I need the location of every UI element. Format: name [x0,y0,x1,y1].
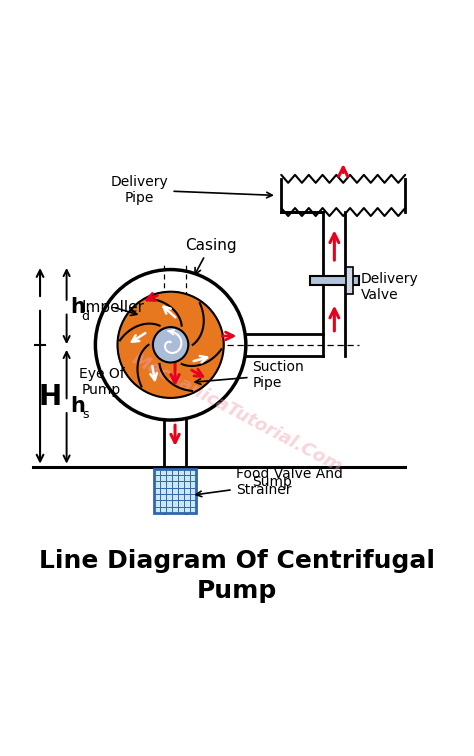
Text: Eye Of
Pump: Eye Of Pump [79,367,125,397]
Text: Line Diagram Of Centrifugal
Pump: Line Diagram Of Centrifugal Pump [39,550,435,603]
Text: MechanicaTutorial.Com: MechanicaTutorial.Com [129,350,345,477]
Text: Delivery
Pipe: Delivery Pipe [111,175,272,205]
Text: h: h [70,395,85,416]
Bar [154,469,196,513]
Circle shape [153,327,188,363]
Text: d: d [82,309,90,323]
Text: Suction
Pipe: Suction Pipe [195,360,304,390]
Text: Sump: Sump [253,476,292,489]
Text: h: h [70,297,85,318]
Text: Delivery
Valve: Delivery Valve [361,272,419,302]
Circle shape [118,292,224,398]
Bar [310,276,359,285]
Text: Food Valve And
Strainer: Food Valve And Strainer [196,467,343,497]
Bar [346,268,353,294]
Text: Casing: Casing [185,237,236,274]
Text: Impeller: Impeller [82,299,145,315]
Text: H: H [38,383,61,411]
Text: s: s [82,408,89,421]
